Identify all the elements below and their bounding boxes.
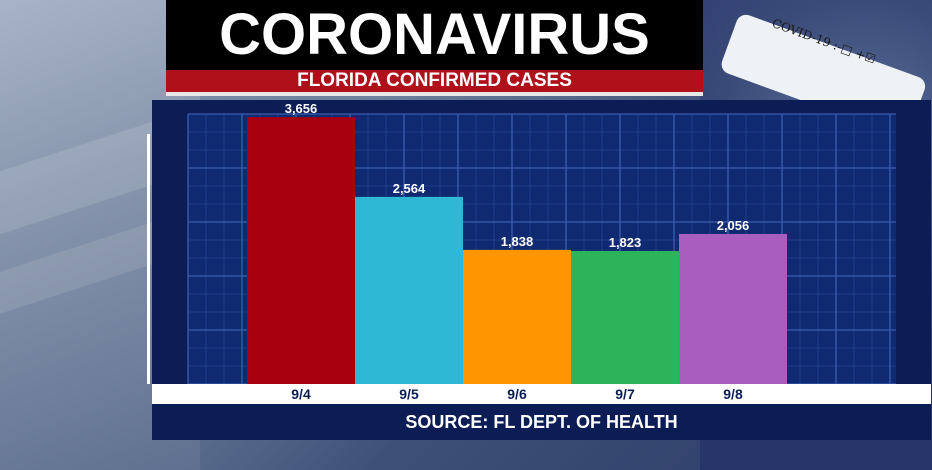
chart-left-rule xyxy=(147,134,150,384)
bar-9-7 xyxy=(571,250,679,384)
header-title-box: CORONAVIRUS xyxy=(166,0,703,70)
header-subtitle: FLORIDA CONFIRMED CASES xyxy=(297,70,572,91)
x-axis-strip xyxy=(152,384,931,404)
data-label: 2,056 xyxy=(717,218,750,233)
source-bar: SOURCE: FL DEPT. OF HEALTH xyxy=(152,404,931,440)
bar-9-8 xyxy=(679,233,787,384)
chart-panel: 3,656 9/4 2,564 9/5 1,838 9/6 1,823 9/7 2,056 9/8 xyxy=(152,100,931,440)
header-title: CORONAVIRUS xyxy=(219,2,650,67)
bar-9-5 xyxy=(355,196,463,384)
header-divider xyxy=(166,92,703,96)
data-label: 1,838 xyxy=(501,234,534,249)
bar-chart: 3,656 9/4 2,564 9/5 1,838 9/6 1,823 9/7 2,056 9/8 xyxy=(152,101,931,404)
source-text: SOURCE: FL DEPT. OF HEALTH xyxy=(405,411,678,432)
data-label: 2,564 xyxy=(393,181,426,196)
x-tick-label: 9/8 xyxy=(723,386,743,402)
bar-9-6 xyxy=(463,249,571,384)
x-tick-label: 9/6 xyxy=(507,386,527,402)
x-tick-label: 9/7 xyxy=(615,386,635,402)
bar-9-4 xyxy=(247,117,355,384)
x-tick-label: 9/4 xyxy=(291,386,311,402)
x-tick-label: 9/5 xyxy=(399,386,419,402)
data-label: 3,656 xyxy=(285,101,318,116)
header-subtitle-box: FLORIDA CONFIRMED CASES xyxy=(166,70,703,92)
data-label: 1,823 xyxy=(609,235,642,250)
